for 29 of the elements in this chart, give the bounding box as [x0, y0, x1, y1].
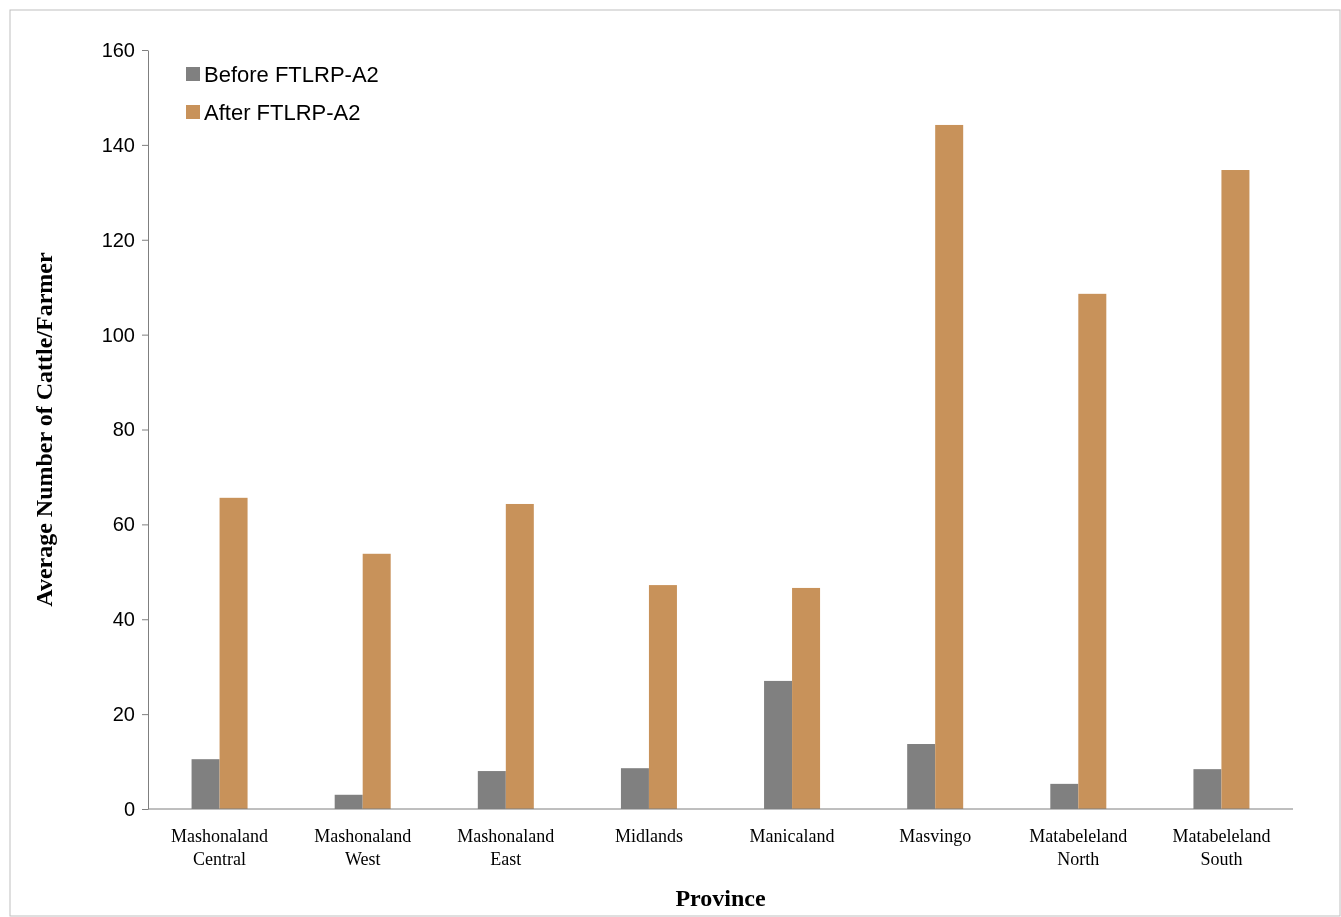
x-tick-label: Manicaland: [749, 826, 835, 846]
bar: [219, 497, 248, 809]
y-tick-label: 20: [112, 703, 135, 726]
x-tick-label: Mashonaland East: [457, 826, 555, 869]
bar: [648, 585, 677, 809]
x-axis-title: Province: [675, 885, 766, 911]
y-tick-label: 140: [101, 133, 135, 156]
y-tick-label: 60: [112, 513, 135, 536]
legend-label: Before FTLRP-A2: [204, 62, 379, 87]
x-tick-label: Masvingo: [899, 826, 972, 846]
x-tick-label: Matabeleland South: [1172, 826, 1271, 869]
bar: [1078, 293, 1107, 809]
bar: [935, 124, 964, 809]
bar: [792, 587, 821, 809]
x-tick-label: Matabeleland North: [1029, 826, 1128, 869]
bar: [362, 553, 391, 809]
x-tick-label: Mashonaland Central: [171, 826, 269, 869]
y-tick-label: 0: [123, 797, 135, 820]
bar: [1221, 170, 1250, 809]
y-tick-label: 120: [101, 228, 135, 251]
y-tick-label: 40: [112, 608, 135, 631]
x-tick-label: Midlands: [614, 826, 683, 846]
y-tick-label: 160: [101, 38, 135, 61]
x-tick-label: Mashonaland West: [314, 826, 412, 869]
y-axis-title: Average Number of Cattle/Farmer: [31, 252, 57, 607]
y-tick-label: 80: [112, 418, 135, 441]
bar: [505, 503, 534, 809]
legend-label: After FTLRP-A2: [204, 100, 361, 125]
y-tick-label: 100: [101, 323, 135, 346]
